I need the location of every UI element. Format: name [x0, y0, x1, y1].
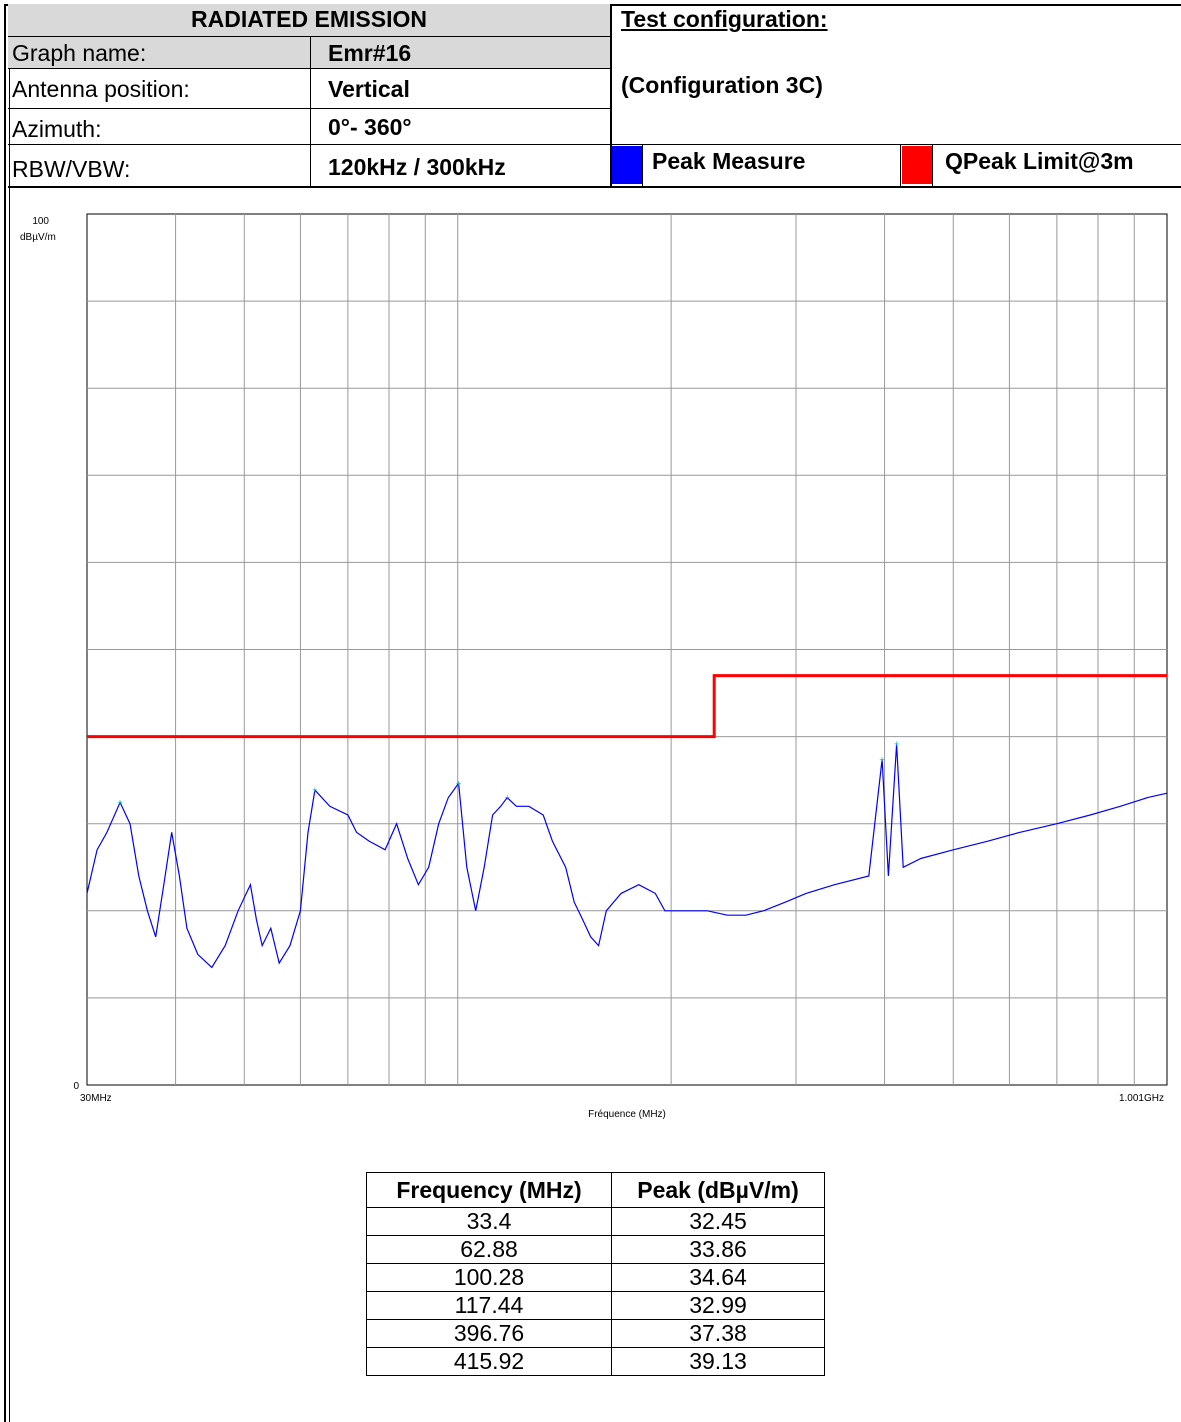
peak-cell: 39.13: [611, 1347, 825, 1376]
frequency-cell: 117.44: [366, 1291, 612, 1320]
rbw-vbw-label: RBW/VBW:: [12, 156, 131, 182]
peak-cell: 37.38: [611, 1319, 825, 1348]
report-title: RADIATED EMISSION: [8, 4, 610, 36]
peak-measure-legend-label: Peak Measure: [652, 148, 806, 174]
table-row: 396.76 37.38: [366, 1319, 825, 1348]
frequency-cell: 415.92: [366, 1347, 612, 1376]
table-row: 117.44 32.99: [366, 1291, 825, 1320]
graph-name-label: Graph name:: [8, 36, 310, 68]
qpeak-limit-legend-label: QPeak Limit@3m: [945, 148, 1134, 174]
peak-cell: 34.64: [611, 1263, 825, 1292]
graph-name-value: Emr#16: [310, 36, 610, 68]
peak-measure-swatch: [612, 146, 642, 184]
table-row: 415.92 39.13: [366, 1347, 825, 1376]
azimuth-label: Azimuth:: [12, 116, 102, 142]
column-header-frequency: Frequency (MHz): [366, 1172, 612, 1208]
qpeak-limit-swatch: [902, 146, 932, 184]
test-config-label: Test configuration:: [621, 6, 828, 32]
table-row: 33.4 32.45: [366, 1207, 825, 1236]
table-row: 100.28 34.64: [366, 1263, 825, 1292]
peak-cell: 33.86: [611, 1235, 825, 1264]
column-header-peak: Peak (dBµV/m): [611, 1172, 825, 1208]
rbw-vbw-value: 120kHz / 300kHz: [328, 154, 506, 180]
peak-cell: 32.45: [611, 1207, 825, 1236]
antenna-position-value: Vertical: [328, 76, 410, 102]
azimuth-value: 0°- 360°: [328, 114, 412, 140]
table-row: 62.88 33.86: [366, 1235, 825, 1264]
peak-cell: 32.99: [611, 1291, 825, 1320]
antenna-position-label: Antenna position:: [12, 76, 190, 102]
frequency-cell: 396.76: [366, 1319, 612, 1348]
peak-table: Frequency (MHz) Peak (dBµV/m) 33.4 32.45…: [366, 1172, 825, 1376]
frequency-cell: 100.28: [366, 1263, 612, 1292]
frequency-cell: 62.88: [366, 1235, 612, 1264]
test-config-value: (Configuration 3C): [621, 72, 823, 98]
frequency-cell: 33.4: [366, 1207, 612, 1236]
table-header-row: Frequency (MHz) Peak (dBµV/m): [366, 1172, 825, 1208]
